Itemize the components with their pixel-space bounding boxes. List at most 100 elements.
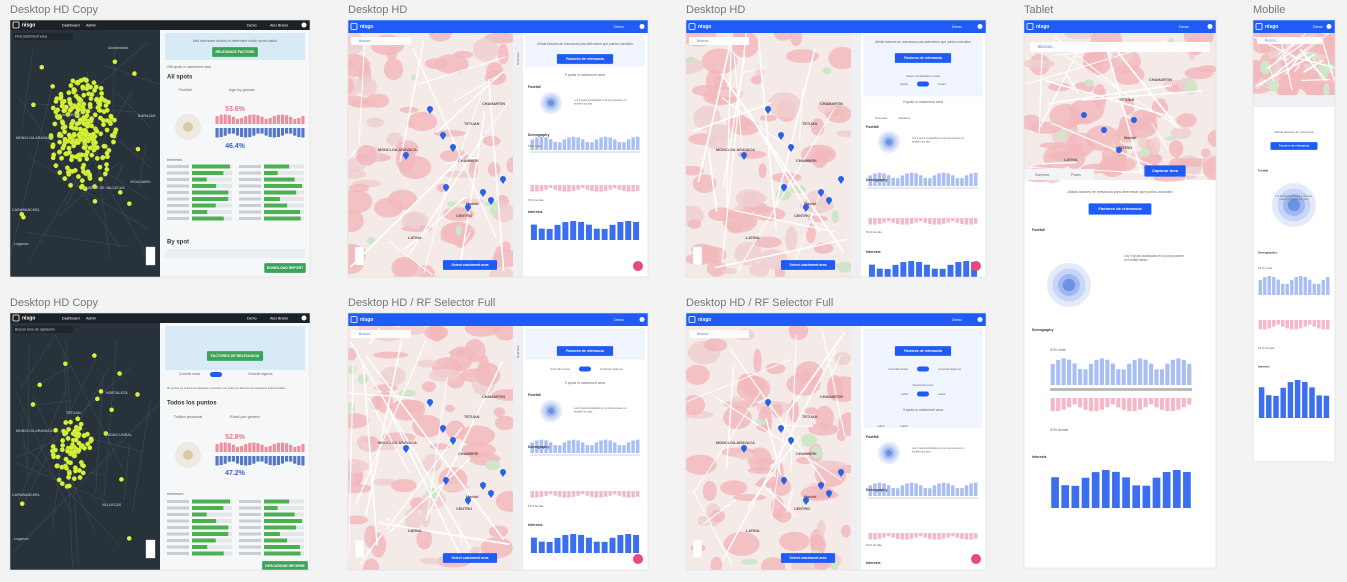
header-item[interactable]: Admin — [86, 23, 96, 27]
button-label[interactable]: Select catchment area — [452, 263, 489, 267]
header-item[interactable]: Admin — [86, 316, 96, 320]
button[interactable] — [1270, 142, 1318, 150]
header-item[interactable]: Demo — [952, 25, 962, 29]
button[interactable] — [212, 47, 258, 57]
button[interactable] — [442, 260, 498, 270]
button[interactable] — [780, 553, 836, 563]
button-label[interactable]: Factores de relevancia — [566, 57, 604, 61]
frame-border — [347, 312, 649, 571]
button-label[interactable]: Factores de relevancia — [566, 349, 604, 353]
search-box[interactable] — [689, 330, 749, 338]
button-label[interactable]: Select catchment area — [452, 556, 489, 560]
button[interactable] — [780, 260, 836, 270]
search-box[interactable] — [13, 33, 73, 40]
toggle[interactable] — [917, 391, 929, 397]
settings-icon[interactable] — [977, 24, 983, 29]
zoom-control[interactable] — [145, 246, 156, 266]
search-placeholder[interactable]: Buscar... — [359, 332, 373, 336]
button[interactable] — [1144, 165, 1186, 177]
header-item[interactable]: Demo — [614, 25, 624, 29]
header-item[interactable]: Alex Brand — [270, 23, 288, 27]
toggle[interactable] — [210, 372, 222, 377]
button-label[interactable]: Factores de relevancia — [1098, 206, 1142, 211]
fab-button[interactable] — [971, 261, 981, 271]
search-box[interactable] — [1030, 42, 1210, 52]
settings-icon[interactable] — [639, 317, 645, 322]
header-item[interactable]: Alex Brand — [270, 316, 288, 320]
settings-icon[interactable] — [977, 317, 983, 322]
fab-button[interactable] — [633, 261, 643, 271]
button-label[interactable]: Select catchment area — [790, 263, 827, 267]
map-district — [366, 117, 384, 128]
button-label[interactable]: Capturar área — [1152, 168, 1179, 173]
search-box[interactable] — [689, 37, 749, 45]
search-placeholder[interactable]: Buscar... — [697, 332, 711, 336]
interest-fill — [192, 164, 230, 169]
zoom-control[interactable] — [145, 539, 156, 559]
button-label[interactable]: Select catchment area — [790, 556, 827, 560]
side-tab-label[interactable]: Overview — [516, 345, 520, 358]
header-item[interactable]: Demo — [952, 318, 962, 322]
search-placeholder[interactable]: Find catchment area — [15, 34, 47, 38]
button[interactable] — [894, 53, 952, 63]
map-district — [469, 546, 481, 554]
button-label[interactable]: Factores de relevancia — [904, 56, 942, 60]
header-item[interactable]: Demo — [247, 23, 257, 27]
panel-text: Los 9 spots localizados en la zona posee… — [1275, 195, 1312, 201]
search-placeholder[interactable]: Buscar... — [697, 39, 711, 43]
zoom-control[interactable] — [354, 539, 365, 559]
settings-icon[interactable] — [639, 24, 645, 29]
decorative-bar — [244, 456, 248, 466]
settings-icon[interactable] — [301, 22, 307, 28]
button[interactable] — [206, 351, 264, 361]
decorative-bar — [1312, 283, 1316, 295]
map-road — [10, 81, 54, 258]
button[interactable] — [894, 346, 952, 356]
settings-icon[interactable] — [1207, 24, 1213, 29]
search-placeholder[interactable]: Buscar... — [359, 39, 373, 43]
decorative-bar — [285, 456, 289, 462]
header-item[interactable]: Dashboard — [62, 23, 80, 27]
toggle[interactable] — [579, 366, 591, 372]
text-line: Los 9 spots localizados en la zona posee… — [574, 98, 627, 102]
header-item[interactable]: Dashboard — [62, 316, 80, 320]
interest-label — [239, 526, 261, 529]
header-item[interactable]: Demo — [1179, 25, 1189, 29]
button[interactable] — [1088, 203, 1152, 215]
zoom-control[interactable] — [692, 246, 703, 266]
toggle[interactable] — [917, 81, 929, 87]
decorative-bar — [1105, 398, 1110, 408]
toggle[interactable] — [917, 366, 929, 372]
button-label[interactable]: Factores de relevancia — [904, 349, 942, 353]
interest-label — [239, 191, 261, 194]
side-tab-label[interactable]: Overview — [516, 52, 520, 65]
button-label[interactable]: DOWNLOAD REPORT — [267, 266, 304, 270]
header-item[interactable]: Demo — [1313, 25, 1323, 29]
button[interactable] — [442, 553, 498, 563]
button-label[interactable]: Factores de relevancia — [1279, 144, 1310, 148]
search-box[interactable] — [13, 326, 73, 333]
zoom-control[interactable] — [692, 539, 703, 559]
header-item[interactable]: Demo — [247, 316, 257, 320]
button[interactable] — [264, 263, 306, 273]
search-box[interactable] — [351, 330, 411, 338]
button-label[interactable]: FACTORES DE RELEVANCIA — [211, 354, 260, 358]
settings-icon[interactable] — [1326, 24, 1332, 29]
search-box[interactable] — [1257, 37, 1323, 44]
fab-button[interactable] — [971, 554, 981, 564]
search-placeholder[interactable]: Buscar... — [1265, 38, 1279, 42]
decorative-bar — [1050, 363, 1055, 385]
settings-icon[interactable] — [301, 315, 307, 321]
fab-button[interactable] — [633, 554, 643, 564]
button[interactable] — [556, 54, 614, 64]
search-placeholder[interactable]: Buscar área de captación — [15, 327, 55, 331]
button-label[interactable]: DESCARGAR INFORME — [265, 564, 305, 568]
header-item[interactable]: Demo — [614, 318, 624, 322]
search-box[interactable] — [351, 37, 411, 45]
search-placeholder[interactable]: Buscar... — [1038, 44, 1056, 49]
zoom-control[interactable] — [354, 246, 365, 266]
map-park — [1165, 135, 1178, 141]
button[interactable] — [556, 346, 614, 356]
button-label[interactable]: RELEVANCE FACTORS — [216, 50, 256, 54]
button[interactable] — [262, 561, 308, 571]
